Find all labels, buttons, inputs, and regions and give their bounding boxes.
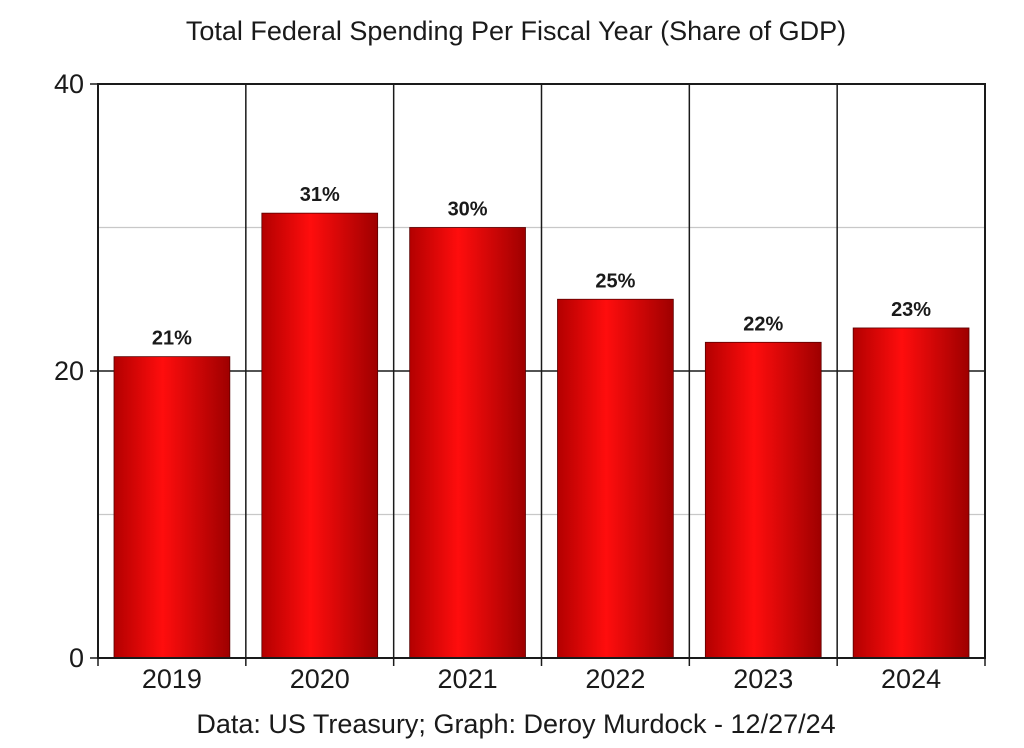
- source-note: Data: US Treasury; Graph: Deroy Murdock …: [196, 709, 835, 739]
- plot-frame: [97, 83, 986, 659]
- data-label-2021: 30%: [448, 199, 488, 221]
- y-tick-label-40: 40: [54, 69, 84, 99]
- x-axis-ticks: 2019 2020 2021 2022 2023 2024: [97, 658, 986, 694]
- y-tick-label-0: 0: [69, 643, 84, 673]
- x-tick-label-2022: 2022: [585, 664, 645, 694]
- data-labels: 21% 31% 30% 25% 22% 23%: [152, 184, 931, 350]
- bar-2022: [557, 298, 674, 659]
- bar-2021: [409, 227, 526, 659]
- data-label-2023: 22%: [743, 313, 783, 335]
- bar-2020: [261, 212, 379, 659]
- bars: [113, 212, 970, 659]
- x-tick-label-2020: 2020: [290, 664, 350, 694]
- x-tick-label-2023: 2023: [733, 664, 793, 694]
- bar-2024: [852, 327, 970, 659]
- data-label-2024: 23%: [891, 299, 931, 321]
- y-axis-ticks: 0 20 40: [54, 69, 98, 673]
- data-label-2019: 21%: [152, 328, 192, 350]
- bar-2019: [113, 356, 231, 659]
- data-label-2022: 25%: [595, 270, 635, 292]
- chart-title: Total Federal Spending Per Fiscal Year (…: [186, 16, 846, 46]
- x-tick-label-2019: 2019: [142, 664, 202, 694]
- x-tick-label-2021: 2021: [438, 664, 498, 694]
- y-tick-label-20: 20: [54, 356, 84, 386]
- bar-2023: [704, 341, 822, 659]
- x-tick-label-2024: 2024: [881, 664, 941, 694]
- data-label-2020: 31%: [300, 184, 340, 206]
